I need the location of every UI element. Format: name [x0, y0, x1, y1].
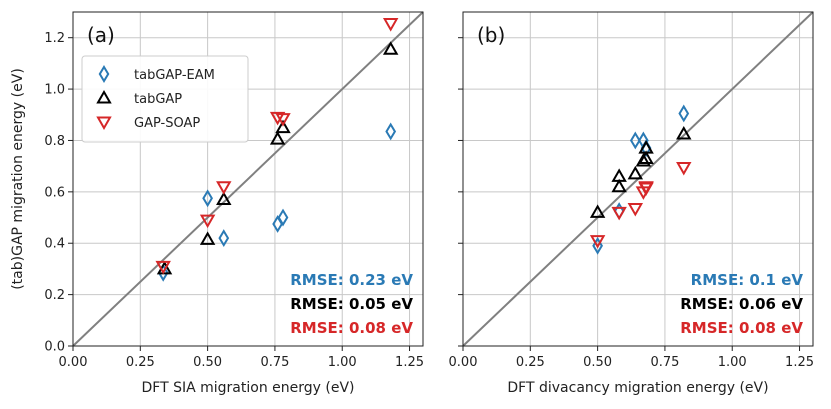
x-tick-label-b-0: 0.00 [449, 355, 478, 370]
legend-symbol-tabgap [96, 89, 112, 104]
point-tabgap-b-7 [676, 126, 692, 140]
point-tabgap-b-4 [635, 152, 652, 167]
x-ticks-a: 0.00 0.25 0.50 0.75 1.00 1.25 [59, 346, 424, 370]
legend-label-tabgap-eam: tabGAP-EAM [134, 68, 215, 83]
point-tabgap-b-0 [589, 204, 606, 218]
point-gap-soap-b-6 [676, 161, 692, 176]
parity-line-a [72, 11, 424, 347]
point-tabgap-eam-b-2 [629, 131, 641, 150]
y-tick-label-a-1: 0.2 [44, 288, 65, 303]
marks-a [155, 18, 399, 282]
marks-b [589, 104, 692, 255]
rmse-tabgap-a: RMSE: 0.05 eV [290, 295, 413, 313]
legend-marker-gap-soap [96, 116, 112, 131]
x-tick-label-a-0: 0.00 [59, 355, 88, 370]
x-axis-label-a: DFT SIA migration energy (eV) [142, 380, 355, 396]
panel-label-b: (b) [477, 23, 505, 47]
x-tick-label-a-2: 0.50 [193, 355, 222, 370]
x-tick-label-a-4: 1.00 [328, 355, 357, 370]
y-tick-label-a-5: 1.0 [44, 83, 65, 98]
y-tick-label-a-4: 0.8 [44, 134, 65, 149]
point-tabgap-a-4 [275, 119, 291, 134]
y-axis-label-a: (tab)GAP migration energy (eV) [10, 68, 26, 290]
x-tick-label-b-2: 0.50 [583, 355, 612, 370]
point-gap-soap-a-5 [382, 18, 399, 32]
legend-marker-tabgap-eam [98, 65, 110, 83]
point-tabgap-a-1 [199, 231, 216, 245]
point-tabgap-a-2 [216, 191, 232, 206]
x-ticks-b: 0.00 0.25 0.50 0.75 1.00 1.25 [449, 346, 814, 370]
point-tabgap-eam-a-2 [218, 229, 230, 248]
y-ticks-b [458, 37, 463, 347]
point-gap-soap-a-0 [155, 260, 171, 275]
point-tabgap-eam-a-5 [385, 122, 397, 141]
rmse-tabgap-eam-a: RMSE: 0.23 eV [290, 271, 413, 289]
point-tabgap-eam-b-5 [678, 104, 690, 123]
y-tick-label-a-2: 0.4 [44, 237, 65, 252]
x-tick-label-a-5: 1.25 [395, 355, 424, 370]
point-tabgap-b-6 [638, 140, 654, 154]
legend-label-gap-soap: GAP-SOAP [134, 116, 200, 131]
y-tick-label-a-0: 0.0 [44, 340, 65, 355]
rmse-gap-soap-b: RMSE: 0.08 eV [680, 319, 803, 337]
x-tick-label-a-1: 0.25 [126, 355, 155, 370]
y-ticks-a: 0.0 0.2 0.4 0.6 0.8 1.0 1.2 [44, 31, 73, 355]
legend: tabGAP-EAM tabGAP GAP-SOAP [81, 55, 249, 143]
point-gap-soap-a-2 [216, 181, 232, 195]
point-gap-soap-b-2 [627, 203, 644, 217]
point-tabgap-b-3 [627, 165, 644, 180]
point-gap-soap-a-1 [199, 214, 216, 229]
x-tick-label-a-3: 0.75 [260, 355, 289, 370]
axes-frame-b [462, 11, 814, 347]
legend-box [81, 55, 249, 143]
legend-marker-tabgap [96, 89, 112, 104]
x-tick-label-b-4: 1.00 [718, 355, 747, 370]
legend-label-tabgap: tabGAP [134, 92, 182, 107]
y-tick-label-a-6: 1.2 [44, 31, 65, 46]
x-tick-label-b-1: 0.25 [516, 355, 545, 370]
x-tick-label-b-5: 1.25 [785, 355, 814, 370]
point-gap-soap-b-1 [611, 206, 627, 221]
legend-symbol-gap-soap [96, 116, 112, 131]
x-axis-label-b: DFT divacancy migration energy (eV) [507, 380, 768, 396]
legend-symbol-tabgap-eam [98, 65, 110, 83]
point-tabgap-eam-a-1 [202, 189, 213, 208]
axes-frame-a [72, 11, 424, 347]
rmse-tabgap-b: RMSE: 0.06 eV [680, 295, 803, 313]
point-gap-soap-b-0 [589, 235, 606, 249]
point-tabgap-a-5 [382, 41, 399, 55]
rmse-gap-soap-a: RMSE: 0.08 eV [290, 319, 413, 337]
panel-label-a: (a) [87, 23, 115, 47]
point-tabgap-b-2 [611, 168, 627, 182]
y-tick-label-a-3: 0.6 [44, 185, 65, 200]
point-tabgap-eam-b-1 [613, 202, 625, 221]
point-tabgap-eam-a-4 [277, 208, 289, 227]
rmse-tabgap-eam-b: RMSE: 0.1 eV [691, 271, 804, 289]
point-gap-soap-b-5 [638, 182, 654, 197]
point-gap-soap-a-4 [275, 113, 291, 127]
panel-b: 0.00 0.25 0.50 0.75 1.00 1.25 (b) DFT divacan… [449, 11, 814, 396]
point-tabgap-b-1 [611, 178, 627, 193]
point-tabgap-a-3 [269, 131, 286, 145]
point-gap-soap-a-3 [269, 111, 286, 126]
point-tabgap-b-5 [638, 150, 654, 164]
x-tick-label-b-3: 0.75 [650, 355, 679, 370]
